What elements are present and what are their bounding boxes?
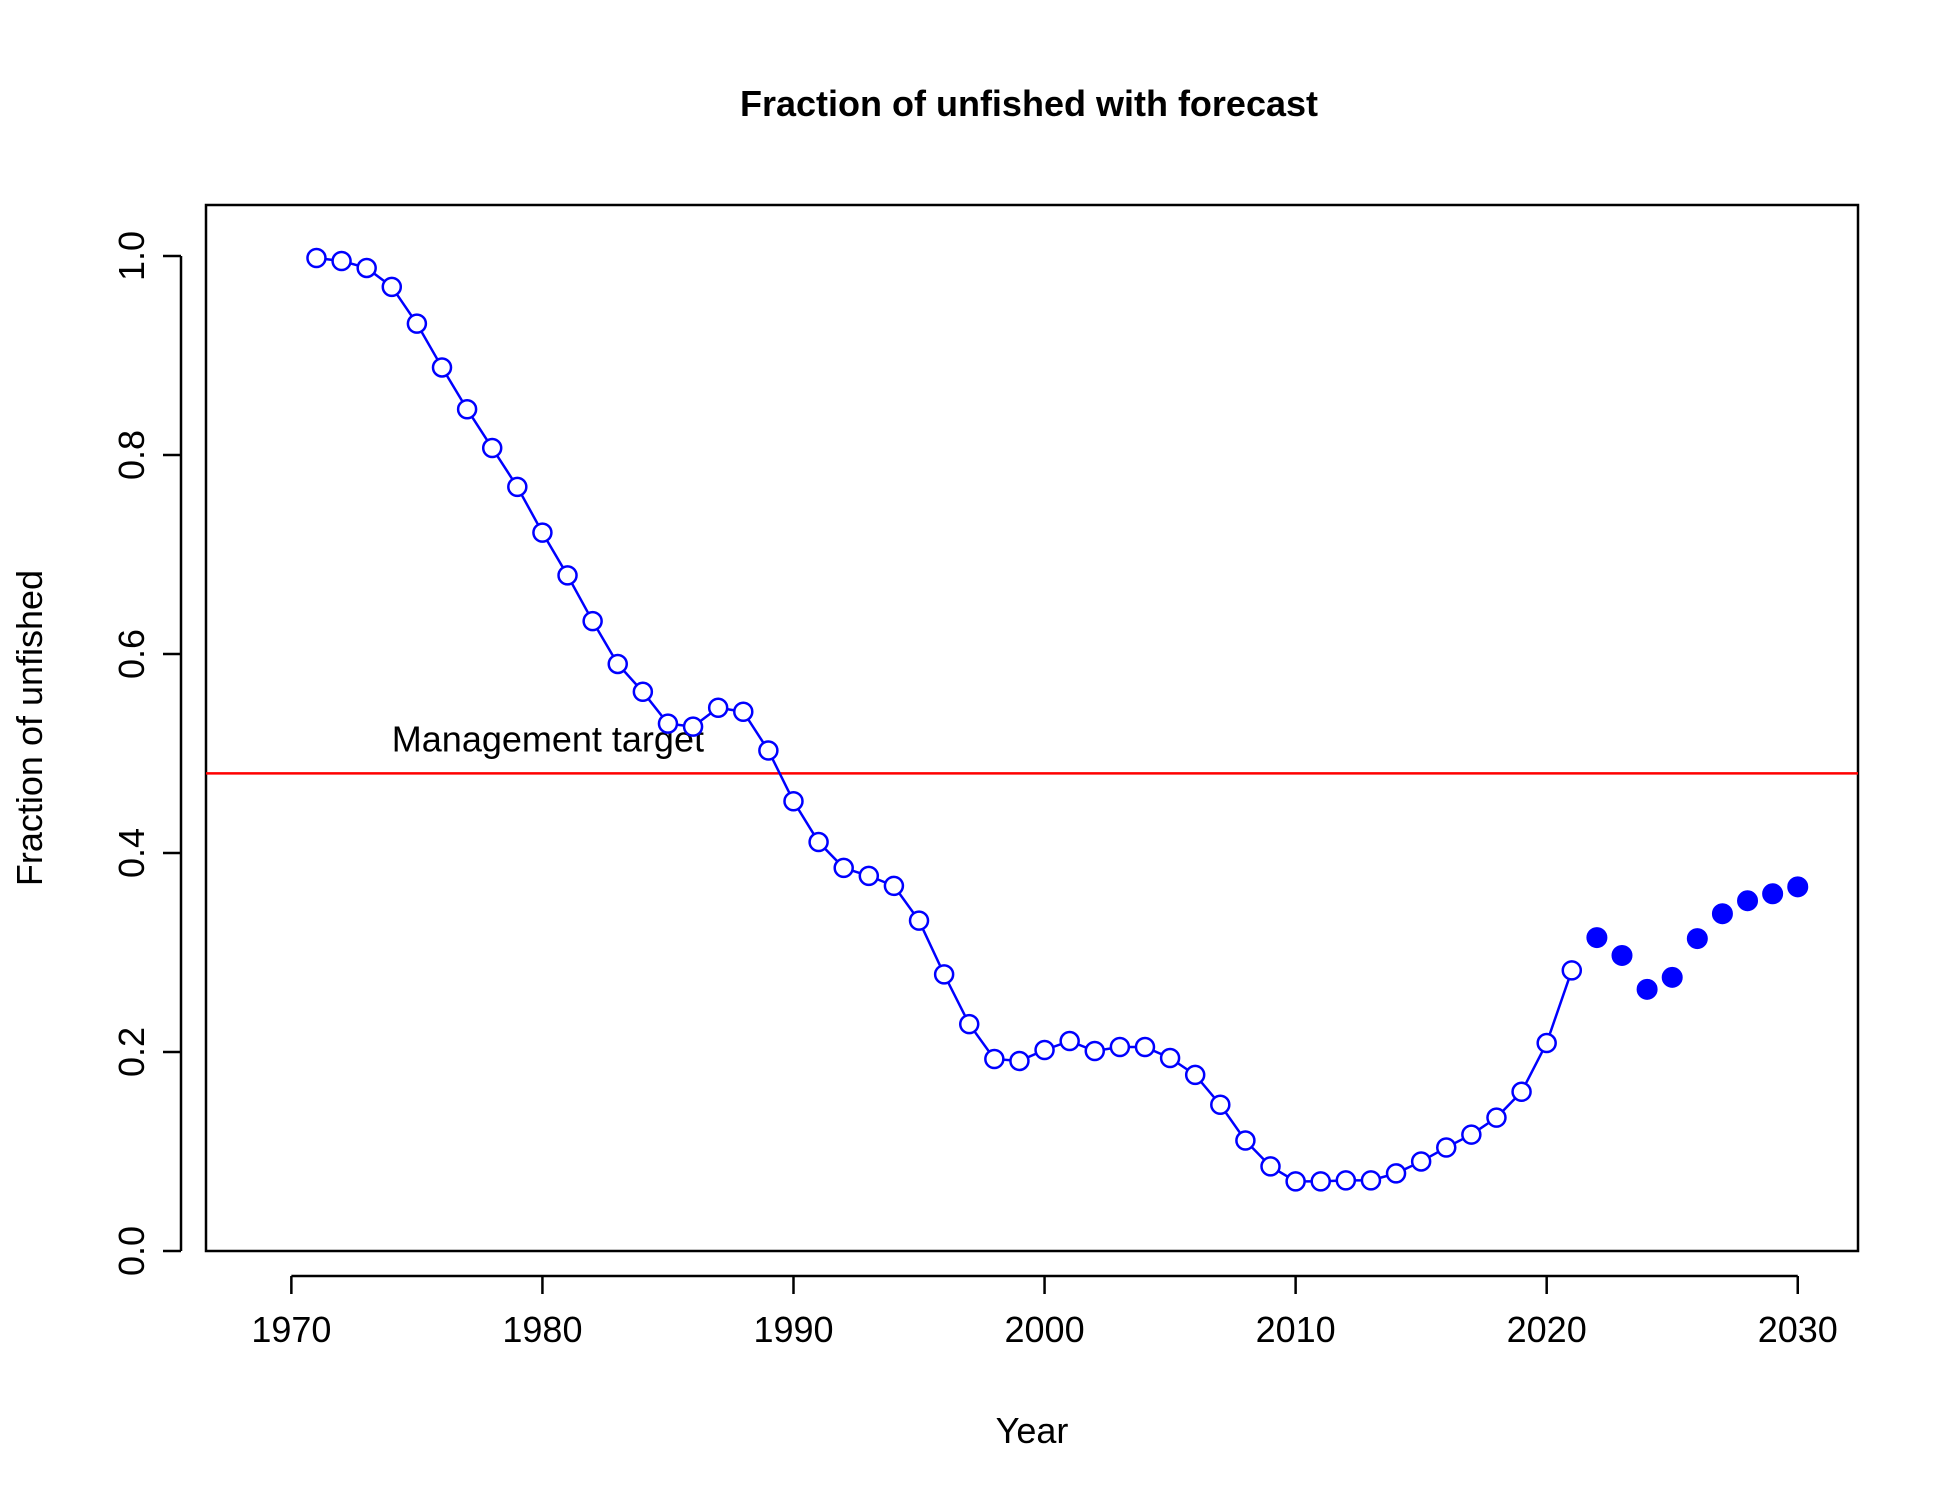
plot-frame bbox=[204, 203, 1860, 1253]
x-tick-label: 2010 bbox=[1256, 1309, 1336, 1350]
historical-point bbox=[306, 247, 327, 269]
historical-point bbox=[1511, 1081, 1532, 1103]
forecast-point bbox=[1586, 927, 1608, 949]
forecast-point bbox=[1611, 944, 1633, 966]
historical-point bbox=[707, 697, 729, 718]
historical-point bbox=[1034, 1039, 1055, 1061]
forecast-point bbox=[1787, 876, 1809, 898]
historical-point bbox=[532, 522, 553, 543]
x-axis-label: Year bbox=[996, 1410, 1069, 1451]
x-tick-label: 1980 bbox=[502, 1309, 582, 1350]
historical-point bbox=[1009, 1050, 1030, 1072]
historical-point bbox=[1159, 1047, 1181, 1069]
forecast-point bbox=[1636, 978, 1658, 1000]
forecast-point bbox=[1737, 890, 1759, 912]
x-tick-label: 2020 bbox=[1507, 1309, 1587, 1350]
historical-point bbox=[883, 875, 905, 897]
y-tick-label: 0.2 bbox=[111, 1027, 152, 1077]
historical-point bbox=[406, 313, 428, 334]
historical-point bbox=[1335, 1170, 1357, 1191]
historical-point bbox=[331, 250, 352, 272]
chart-title: Fraction of unfished with forecast bbox=[740, 83, 1318, 124]
historical-point bbox=[607, 653, 628, 675]
y-tick-label: 1.0 bbox=[111, 231, 152, 281]
historical-point bbox=[1210, 1094, 1231, 1115]
x-tick-label: 2000 bbox=[1005, 1309, 1085, 1350]
data-points bbox=[306, 247, 1809, 1192]
historical-point bbox=[958, 1013, 980, 1035]
historical-point bbox=[733, 701, 754, 722]
historical-point bbox=[758, 740, 779, 761]
historical-point bbox=[1360, 1170, 1382, 1191]
y-tick-label: 0.4 bbox=[111, 828, 152, 878]
y-tick-label: 0.6 bbox=[111, 629, 152, 679]
historical-point bbox=[1310, 1171, 1331, 1192]
historical-point bbox=[1385, 1163, 1407, 1184]
historical-point bbox=[481, 437, 503, 459]
x-tick-label: 2030 bbox=[1758, 1309, 1838, 1350]
historical-point bbox=[858, 865, 880, 887]
historical-point bbox=[456, 398, 478, 420]
historical-point bbox=[808, 831, 829, 853]
historical-point bbox=[1461, 1124, 1482, 1145]
historical-point bbox=[1084, 1040, 1106, 1062]
forecast-point bbox=[1762, 883, 1784, 905]
historical-point bbox=[1486, 1107, 1507, 1128]
historical-point bbox=[582, 610, 603, 632]
historical-point bbox=[507, 476, 528, 498]
historical-point bbox=[1285, 1171, 1306, 1192]
x-tick-label: 1970 bbox=[251, 1309, 331, 1350]
historical-point bbox=[833, 857, 854, 879]
historical-point bbox=[1260, 1156, 1281, 1177]
historical-point bbox=[431, 357, 453, 378]
historical-point bbox=[783, 791, 804, 812]
historical-point bbox=[1059, 1030, 1080, 1052]
historical-point bbox=[632, 681, 654, 703]
management-target-layer: Management target bbox=[206, 718, 1858, 775]
historical-point bbox=[1109, 1036, 1131, 1058]
historical-point bbox=[984, 1048, 1005, 1070]
y-tick-label: 0.8 bbox=[111, 430, 152, 480]
historical-point bbox=[1184, 1064, 1206, 1086]
forecast-point bbox=[1661, 966, 1683, 988]
historical-point bbox=[682, 716, 704, 737]
historical-point bbox=[1235, 1130, 1256, 1151]
historical-point bbox=[557, 565, 578, 586]
x-axis: 1970 1980 1990 2000 2010 2020 2030 bbox=[251, 1274, 1838, 1350]
management-target-label: Management target bbox=[392, 718, 704, 759]
forecast-point bbox=[1711, 903, 1733, 925]
historical-point bbox=[933, 964, 955, 985]
historical-point bbox=[381, 276, 403, 298]
y-axis-label: Fraction of unfished bbox=[9, 570, 50, 886]
historical-point bbox=[657, 713, 679, 734]
y-axis: 0.0 0.2 0.4 0.6 0.8 1.0 bbox=[111, 231, 183, 1276]
historical-point bbox=[356, 257, 377, 279]
historical-point bbox=[1134, 1036, 1156, 1058]
historical-point bbox=[1436, 1137, 1457, 1158]
historical-point bbox=[908, 910, 930, 931]
historical-point bbox=[1536, 1032, 1557, 1054]
historical-point bbox=[1410, 1151, 1432, 1172]
historical-point bbox=[1561, 960, 1583, 981]
y-tick-label: 0.0 bbox=[111, 1226, 152, 1276]
x-tick-label: 1990 bbox=[753, 1309, 833, 1350]
forecast-point bbox=[1686, 928, 1708, 950]
